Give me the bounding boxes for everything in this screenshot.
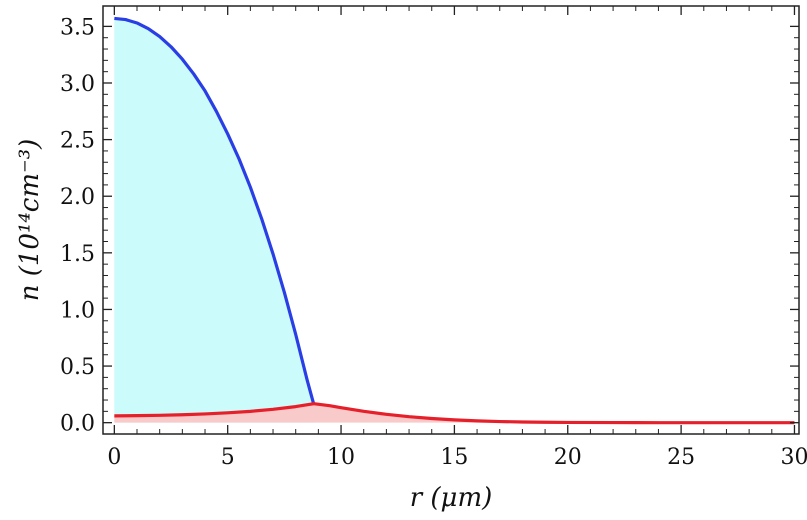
x-tick-label: 30 [780, 445, 807, 470]
plot-frame [102, 5, 800, 435]
series-2-line [114, 402, 795, 425]
y-tick-label: 1.5 [60, 242, 95, 267]
x-tick-label: 0 [107, 445, 121, 470]
y-tick-label: 2.0 [60, 185, 95, 210]
x-tick-label: 10 [327, 445, 355, 470]
y-tick-label: 3.5 [60, 15, 95, 40]
x-axis-ticks: 0 5 10 15 20 25 30 [107, 6, 807, 470]
y-tick-label: 2.5 [60, 129, 95, 154]
series-lines [114, 16, 795, 425]
y-tick-label: 0.0 [60, 412, 95, 437]
series-1-line [114, 16, 316, 405]
x-tick-label: 15 [440, 445, 468, 470]
y-tick-label: 0.5 [60, 355, 95, 380]
y-axis-ticks: 0.0 0.5 1.0 1.5 2.0 2.5 3.0 3.5 [60, 15, 799, 437]
x-tick-label: 20 [554, 445, 582, 470]
x-tick-label: 25 [667, 445, 695, 470]
y-tick-label: 3.0 [60, 72, 95, 97]
x-tick-label: 5 [221, 445, 235, 470]
x-axis-label: r (μm) [410, 483, 493, 513]
series-fills [114, 18, 795, 423]
y-axis-label: n (10¹⁴cm⁻³) [15, 139, 45, 302]
y-tick-label: 1.0 [60, 298, 95, 323]
series-1-fill [114, 18, 314, 423]
